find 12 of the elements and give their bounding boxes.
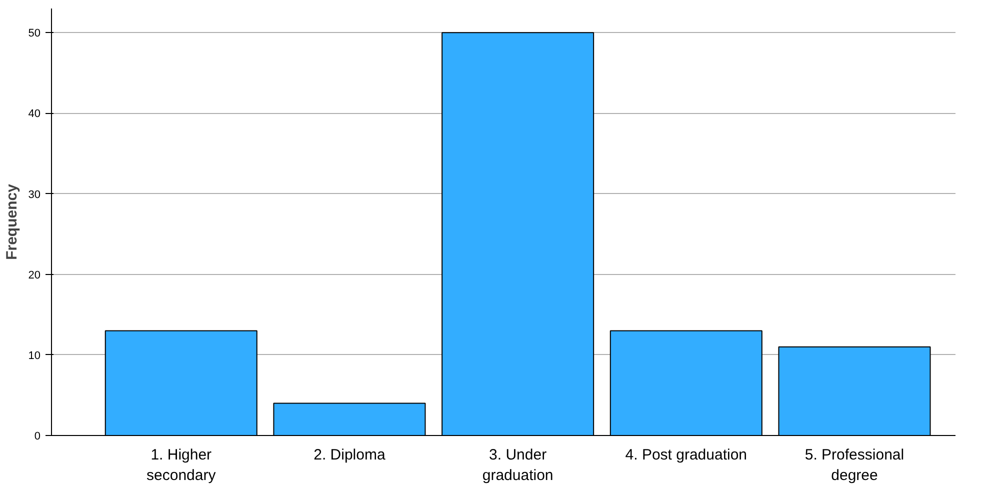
x-tick-label: 4. Post graduation bbox=[625, 446, 748, 464]
y-axis-title: Frequency bbox=[3, 183, 20, 260]
x-tick-label: 5. Professional degree bbox=[804, 446, 904, 484]
y-tick-label: 40 bbox=[28, 108, 41, 120]
y-tick-label: 20 bbox=[28, 269, 41, 282]
x-tick-label: 1. Higher secondary bbox=[146, 446, 216, 484]
y-tick-label: 30 bbox=[28, 188, 41, 201]
x-tick-label: 3. Under graduation bbox=[482, 446, 554, 484]
y-tick-label: 10 bbox=[28, 350, 41, 362]
x-tick-label: 2. Diploma bbox=[314, 446, 386, 464]
y-tick-label: 50 bbox=[28, 28, 41, 40]
y-tick-label: 0 bbox=[34, 430, 41, 442]
